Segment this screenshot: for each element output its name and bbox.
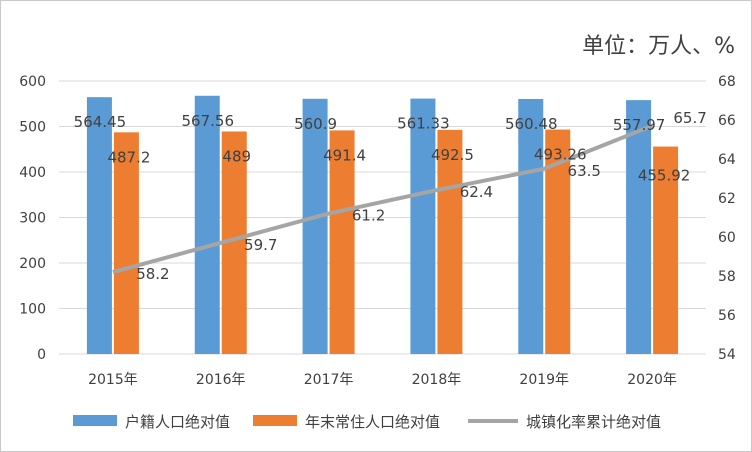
bar-huji — [194, 95, 220, 355]
data-label-urbanization: 61.2 — [352, 207, 385, 225]
bars — [86, 95, 679, 355]
y-left-tick-label: 400 — [19, 165, 46, 181]
bar-changzhu — [437, 129, 463, 354]
y-right-tick-label: 60 — [718, 230, 736, 246]
data-label-huji: 560.9 — [294, 115, 337, 133]
legend-swatch — [73, 415, 117, 426]
bar-huji — [302, 98, 328, 354]
bar-huji — [410, 98, 436, 354]
legend-label: 户籍人口绝对值 — [125, 413, 230, 431]
bar-huji — [626, 100, 652, 354]
y-right-tick-label: 68 — [718, 74, 736, 90]
y-right-tick-label: 56 — [718, 308, 736, 324]
y-left-tick-label: 0 — [37, 347, 46, 363]
legend: 户籍人口绝对值 年末常住人口绝对值 城镇化率累计绝对值 — [73, 413, 661, 431]
unit-label: 单位：万人、% — [582, 34, 735, 59]
data-label-changzhu: 491.4 — [323, 146, 366, 164]
data-label-urbanization: 62.4 — [460, 183, 493, 201]
x-tick-label: 2017年 — [304, 372, 354, 388]
legend-item-huji: 户籍人口绝对值 — [73, 413, 230, 431]
bar-huji — [518, 98, 544, 354]
line-series — [112, 123, 653, 275]
y-right-tick-label: 54 — [718, 347, 736, 363]
data-label-huji: 567.56 — [182, 112, 235, 130]
data-label-huji: 564.45 — [74, 113, 127, 131]
legend-swatch — [253, 415, 297, 426]
urbanization-line — [112, 123, 653, 275]
x-tick-label: 2016年 — [196, 372, 246, 388]
data-label-huji: 561.33 — [397, 115, 450, 133]
y-left-tick-label: 300 — [19, 211, 46, 227]
data-label-urbanization: 65.7 — [673, 109, 706, 127]
bar-changzhu — [653, 146, 679, 354]
data-label-changzhu: 492.5 — [431, 146, 474, 164]
data-label-changzhu: 487.2 — [107, 148, 150, 166]
data-label-huji: 560.48 — [505, 115, 558, 133]
x-tick-label: 2020年 — [627, 372, 677, 388]
data-label-urbanization: 58.2 — [136, 265, 169, 283]
x-tick-label: 2015年 — [88, 372, 138, 388]
y-right-tick-label: 58 — [718, 269, 736, 285]
axes: 0 100 200 300 400 500 600 54 56 58 60 62 64 66 68 2015年… — [19, 74, 736, 388]
data-label-urbanization: 63.5 — [568, 162, 601, 180]
data-label-changzhu: 493.26 — [534, 146, 587, 164]
x-tick-label: 2018年 — [412, 372, 462, 388]
data-label-urbanization: 59.7 — [244, 236, 277, 254]
data-labels: 564.45 567.56 560.9 561.33 560.48 557.97 487.2… — [74, 109, 707, 283]
y-left-tick-label: 100 — [19, 302, 46, 318]
y-left-tick-label: 500 — [19, 120, 46, 136]
bar-huji — [86, 97, 112, 355]
y-right-tick-label: 64 — [718, 152, 736, 168]
data-label-huji: 557.97 — [613, 116, 666, 134]
legend-item-changzhu: 年末常住人口绝对值 — [253, 413, 440, 431]
legend-label: 城镇化率累计绝对值 — [526, 413, 661, 431]
bar-changzhu — [113, 132, 139, 354]
y-right-tick-label: 62 — [718, 191, 736, 207]
y-right-tick-label: 66 — [718, 113, 736, 129]
y-left-tick-label: 200 — [19, 256, 46, 272]
legend-item-urbanization: 城镇化率累计绝对值 — [468, 413, 661, 431]
data-label-changzhu: 489 — [222, 148, 251, 166]
y-left-tick-label: 600 — [19, 74, 46, 90]
bar-changzhu — [329, 130, 355, 354]
data-label-changzhu: 455.92 — [638, 167, 691, 185]
gridlines — [59, 80, 706, 355]
legend-label: 年末常住人口绝对值 — [305, 413, 440, 431]
x-tick-label: 2019年 — [519, 372, 569, 388]
